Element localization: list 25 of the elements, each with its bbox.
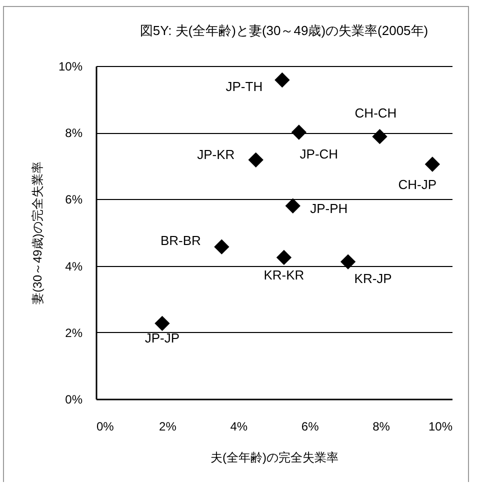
x-tick-label: 6% (301, 420, 320, 434)
annotation: JP-KR (197, 146, 235, 162)
x-tick-label: 0% (96, 420, 114, 434)
y-tick-label: 2% (65, 326, 83, 340)
annotation: CH-CH (354, 106, 397, 121)
x-tick-label: 10% (428, 420, 453, 434)
y-tick-label: 6% (65, 192, 83, 207)
annotation: KR-KR (264, 267, 304, 282)
annotation: JP-JP (144, 330, 180, 346)
y-tick-label: 0% (65, 392, 83, 406)
annotation: JP-PH (310, 200, 348, 216)
chart-title: 図5Y: 夫(全年齢)と妻(30～49歳)の失業率(2005年) (140, 23, 428, 38)
annotation: JP-CH (300, 146, 338, 162)
y-tick-label: 4% (65, 259, 83, 274)
y-tick-label: 10% (58, 60, 83, 74)
annotation: CH-JP (398, 177, 437, 192)
annotation: BR-BR (160, 232, 201, 248)
y-tick-label: 8% (65, 126, 83, 140)
x-axis-title: 夫(全年齢)の完全失業率 (210, 450, 338, 464)
y-axis-title: 妻(30～49歳)の完全失業率 (30, 162, 44, 304)
x-tick-label: 4% (230, 420, 248, 434)
annotation: JP-TH (226, 78, 263, 94)
x-tick-label: 8% (372, 420, 390, 434)
x-tick-label: 2% (159, 420, 177, 434)
annotation: KR-JP (354, 270, 392, 286)
